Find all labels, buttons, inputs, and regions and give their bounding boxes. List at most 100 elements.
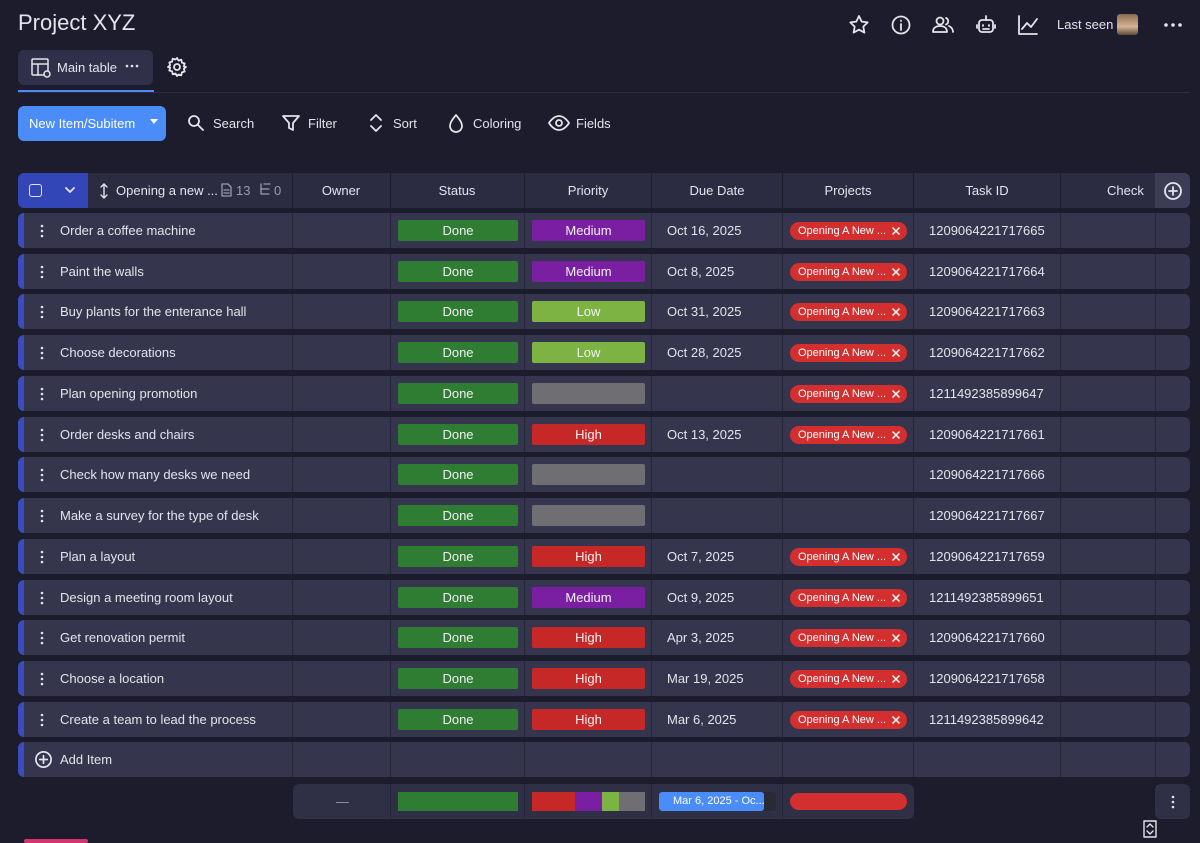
row-menu[interactable] [40, 224, 44, 238]
task-row[interactable]: Get renovation permit Done High Apr 3, 2025… [18, 620, 1190, 656]
group-name[interactable]: Opening a new ... [116, 183, 218, 198]
priority-pill[interactable]: Medium [532, 586, 645, 608]
main-table-tab[interactable] [18, 50, 153, 85]
filter-icon[interactable] [281, 113, 301, 133]
project-name[interactable]: Opening A New ... [798, 265, 887, 278]
info-icon[interactable] [890, 14, 912, 36]
due-date[interactable]: Oct 8, 2025 [667, 263, 735, 279]
project-name[interactable]: Opening A New ... [798, 387, 887, 400]
caret[interactable] [149, 119, 159, 125]
status-pill[interactable]: Done [398, 708, 518, 730]
row-menu[interactable] [40, 713, 44, 727]
project-name[interactable]: Opening A New ... [798, 225, 887, 237]
priority-pill[interactable]: High [532, 668, 645, 690]
priority-pill[interactable]: Low [532, 301, 645, 323]
task-name[interactable]: Choose decorations [60, 345, 176, 361]
project-tag[interactable]: Opening A New ... [790, 629, 907, 648]
row-menu[interactable] [40, 428, 44, 442]
task-row[interactable]: Plan opening promotion Done Opening A New … [18, 375, 1190, 411]
scroll-icon[interactable] [1142, 820, 1158, 838]
sort-icon[interactable] [368, 113, 384, 133]
priority-pill[interactable] [532, 382, 645, 404]
fields-label[interactable]: Fields [576, 116, 611, 131]
task-row[interactable]: Buy plants for the enterance hall Done Low… [18, 294, 1190, 330]
priority-pill[interactable]: Medium [532, 260, 645, 282]
remove-project[interactable] [892, 553, 900, 561]
status-pill[interactable]: Done [398, 505, 518, 527]
project-name[interactable]: Opening A New ... [798, 306, 887, 319]
due-date[interactable]: Oct 9, 2025 [667, 589, 735, 605]
status-pill[interactable]: Done [398, 220, 518, 241]
row-menu[interactable] [40, 346, 44, 360]
task-row[interactable]: Choose a location Done High Mar 19, 2025 Ope… [18, 661, 1190, 697]
remove-project[interactable] [892, 227, 900, 235]
project-name[interactable]: Opening A New ... [798, 550, 887, 563]
status-pill[interactable]: Done [398, 342, 518, 364]
task-name[interactable]: Get renovation permit [60, 630, 186, 646]
remove-project[interactable] [892, 716, 900, 724]
row-menu[interactable] [40, 591, 44, 605]
task-name[interactable]: Plan opening promotion [60, 385, 198, 401]
due-date[interactable]: Mar 19, 2025 [667, 671, 744, 687]
fields-icon[interactable] [548, 114, 570, 132]
new-item-button[interactable] [18, 106, 166, 141]
remove-project[interactable] [892, 349, 900, 357]
project-tag[interactable]: Opening A New ... [790, 344, 907, 363]
members-icon[interactable] [931, 14, 955, 36]
remove-project[interactable] [892, 675, 900, 683]
status-pill[interactable]: Done [398, 301, 518, 323]
remove-project[interactable] [892, 593, 900, 602]
collapse-icon[interactable] [64, 185, 76, 195]
task-name[interactable]: Paint the walls [60, 263, 144, 279]
task-name[interactable]: Check how many desks we need [60, 467, 251, 483]
due-date[interactable]: Oct 28, 2025 [667, 345, 742, 361]
drag-icon[interactable] [100, 183, 108, 199]
summary-menu[interactable] [1155, 784, 1190, 820]
due-date[interactable]: Oct 16, 2025 [667, 223, 742, 238]
project-tag[interactable]: Opening A New ... [790, 588, 907, 607]
project-tag[interactable]: Opening A New ... [790, 303, 907, 322]
status-pill[interactable]: Done [398, 423, 518, 445]
project-tag[interactable]: Opening A New ... [790, 222, 907, 240]
more-icon[interactable] [1163, 18, 1183, 32]
priority-pill[interactable]: High [532, 423, 645, 445]
task-name[interactable]: Buy plants for the enterance hall [60, 304, 247, 320]
due-date[interactable]: Mar 6, 2025 [667, 711, 737, 727]
task-name[interactable]: Create a team to lead the process [60, 711, 256, 727]
column-header[interactable]: Projects [824, 183, 872, 198]
task-name[interactable]: Plan a layout [60, 548, 136, 564]
column-header[interactable]: Owner [321, 183, 361, 198]
row-menu[interactable] [40, 305, 44, 319]
priority-pill[interactable]: Low [532, 342, 645, 364]
filter-label[interactable]: Filter [308, 116, 337, 131]
due-date[interactable]: Oct 13, 2025 [667, 426, 742, 442]
due-date[interactable]: Oct 7, 2025 [667, 548, 735, 564]
column-header[interactable]: Status [438, 183, 476, 198]
remove-project[interactable] [892, 634, 900, 643]
row-menu[interactable] [40, 631, 44, 645]
project-tag[interactable]: Opening A New ... [790, 670, 907, 689]
coloring-icon[interactable] [447, 113, 465, 133]
add-item-icon[interactable] [34, 750, 53, 769]
task-row[interactable]: Check how many desks we need Done 12090642… [18, 457, 1190, 493]
row-menu[interactable] [40, 265, 44, 279]
task-row[interactable]: Choose decorations Done Low Oct 28, 2025 Ope… [18, 335, 1190, 371]
star-icon[interactable] [848, 14, 870, 36]
priority-pill[interactable]: Medium [532, 220, 645, 241]
row-menu[interactable] [40, 387, 44, 401]
project-tag[interactable]: Opening A New ... [790, 425, 907, 444]
priority-pill[interactable] [532, 464, 645, 486]
due-date[interactable]: Oct 31, 2025 [667, 304, 742, 320]
task-name[interactable]: Make a survey for the type of desk [60, 508, 259, 524]
select-all-checkbox[interactable] [29, 184, 42, 197]
project-tag[interactable]: Opening A New ... [790, 710, 907, 729]
column-header[interactable]: Check [1107, 183, 1144, 198]
priority-pill[interactable]: High [532, 545, 645, 567]
remove-project[interactable] [892, 267, 900, 276]
project-tag[interactable]: Opening A New ... [790, 262, 907, 281]
project-name[interactable]: Opening A New ... [798, 673, 887, 686]
task-name[interactable]: Design a meeting room layout [60, 589, 233, 605]
settings-icon[interactable] [166, 56, 188, 78]
task-row[interactable]: Plan a layout Done High Oct 7, 2025 Opening … [18, 538, 1190, 574]
status-pill[interactable]: Done [398, 260, 518, 282]
